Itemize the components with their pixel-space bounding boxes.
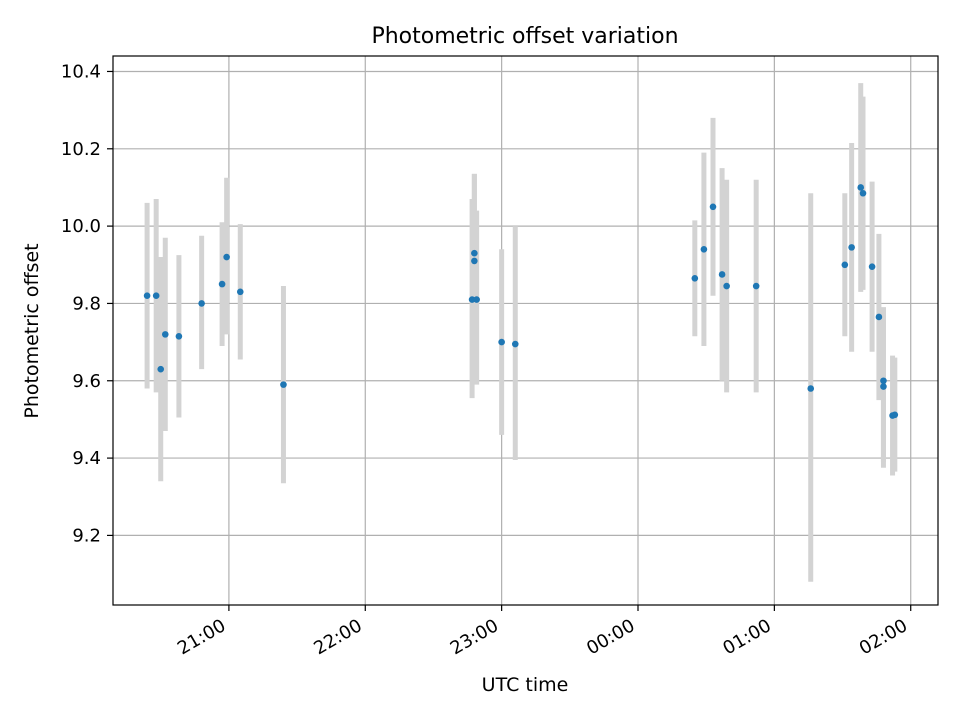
data-point bbox=[473, 296, 480, 303]
data-point bbox=[218, 280, 226, 288]
data-point bbox=[143, 292, 151, 300]
data-point bbox=[807, 385, 815, 392]
x-axis-label: UTC time bbox=[482, 674, 569, 696]
y-tick-label: 9.8 bbox=[72, 293, 101, 314]
data-point bbox=[175, 332, 183, 340]
data-point bbox=[752, 282, 760, 290]
data-point bbox=[511, 340, 519, 348]
plot-area-frame bbox=[112, 55, 939, 606]
data-point bbox=[691, 275, 699, 282]
data-point bbox=[880, 377, 887, 385]
y-tick-label: 9.2 bbox=[72, 525, 101, 546]
grid-lines bbox=[113, 56, 938, 605]
data-point bbox=[848, 244, 855, 251]
data-point bbox=[859, 189, 867, 197]
data-point bbox=[161, 331, 169, 338]
y-tick-label: 9.4 bbox=[72, 448, 101, 469]
data-point bbox=[223, 253, 230, 261]
y-tick-label: 10.0 bbox=[61, 216, 101, 237]
y-tick-label: 10.4 bbox=[61, 61, 101, 82]
chart-title: Photometric offset variation bbox=[371, 24, 678, 49]
data-point bbox=[880, 383, 887, 390]
y-tick-label: 9.6 bbox=[72, 371, 101, 392]
data-point bbox=[841, 261, 849, 269]
data-point bbox=[875, 313, 883, 321]
y-axis-ticks: 9.2 9.4 9.6 9.8 10.0 10.2 10.4 bbox=[61, 61, 113, 546]
data-point bbox=[471, 249, 478, 257]
data-point bbox=[280, 381, 287, 388]
data-point bbox=[868, 263, 876, 271]
data-point bbox=[891, 411, 899, 419]
y-axis-label: Photometric offset bbox=[21, 243, 43, 418]
data-point bbox=[718, 271, 726, 278]
data-point bbox=[709, 203, 717, 211]
data-point bbox=[857, 184, 865, 191]
data-point bbox=[700, 246, 708, 253]
data-point bbox=[471, 257, 478, 265]
data-point bbox=[236, 288, 244, 296]
y-tick-label: 10.2 bbox=[61, 139, 101, 160]
data-point bbox=[498, 338, 505, 346]
data-points bbox=[143, 184, 899, 419]
data-point bbox=[157, 365, 165, 373]
data-point bbox=[723, 282, 730, 290]
data-point bbox=[152, 292, 160, 300]
data-point bbox=[198, 300, 205, 307]
data-point bbox=[468, 296, 476, 303]
